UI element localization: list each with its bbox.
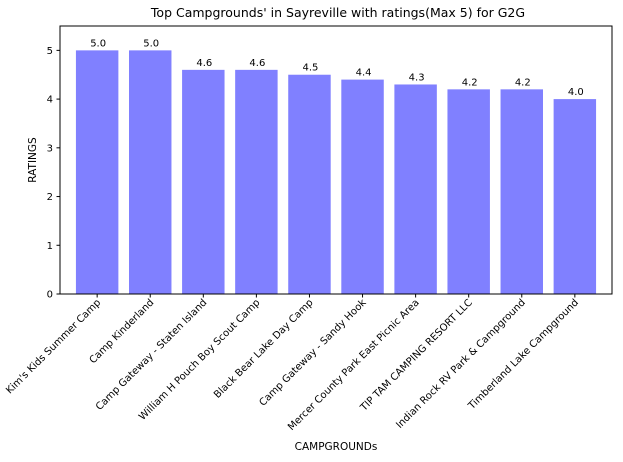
data-label: 4.6 <box>249 58 265 69</box>
data-label: 4.3 <box>409 72 425 83</box>
y-tick-label: 4 <box>47 95 53 106</box>
data-label: 4.4 <box>356 68 372 79</box>
data-label: 4.5 <box>303 63 319 74</box>
bar <box>341 79 384 294</box>
bar <box>235 69 278 294</box>
bar <box>182 69 225 294</box>
x-tick-label: William H Pouch Boy Scout Camp <box>137 297 262 422</box>
x-axis-label: CAMPGROUNDs <box>295 441 378 453</box>
x-tick-label: Camp Gateway - Sandy Hook <box>257 297 368 408</box>
y-axis-label: RATINGS <box>27 137 39 183</box>
x-tick-label: Kim's Kids Summer Camp <box>4 297 103 396</box>
data-label: 5.0 <box>90 38 106 49</box>
x-tick-label: Black Bear Lake Day Camp <box>212 297 315 400</box>
y-tick-label: 3 <box>47 143 53 154</box>
bar <box>75 50 119 295</box>
data-label: 4.2 <box>462 77 478 88</box>
bar <box>288 74 331 295</box>
data-label: 4.2 <box>515 77 531 88</box>
chart-title: Top Campgrounds' in Sayreville with rati… <box>150 5 525 20</box>
bar <box>500 89 543 294</box>
data-labels-layer: 5.0 5.0 4.6 4.6 4.5 4.4 4.3 4.2 4.2 4.0 <box>90 38 584 98</box>
bar <box>447 89 490 294</box>
bar <box>394 84 437 295</box>
data-label: 4.0 <box>568 87 584 98</box>
y-tick-label: 2 <box>47 192 53 203</box>
data-label: 5.0 <box>143 38 159 49</box>
bar <box>129 50 172 295</box>
bar <box>553 99 597 294</box>
data-label: 4.6 <box>196 58 212 69</box>
x-tick-label: TIP TAM CAMPING RESORT LLC <box>358 297 475 414</box>
y-tick-label: 5 <box>47 46 53 57</box>
x-tick-label: Camp Gateway - Staten Island <box>94 297 209 412</box>
y-axis: 0 1 2 3 4 5 <box>47 46 60 301</box>
y-tick-label: 0 <box>47 290 53 301</box>
y-tick-label: 1 <box>47 241 53 252</box>
bars-layer <box>75 50 597 295</box>
x-tick-label: Timberland Lake Campground <box>466 297 581 412</box>
plot-frame <box>59 25 613 295</box>
